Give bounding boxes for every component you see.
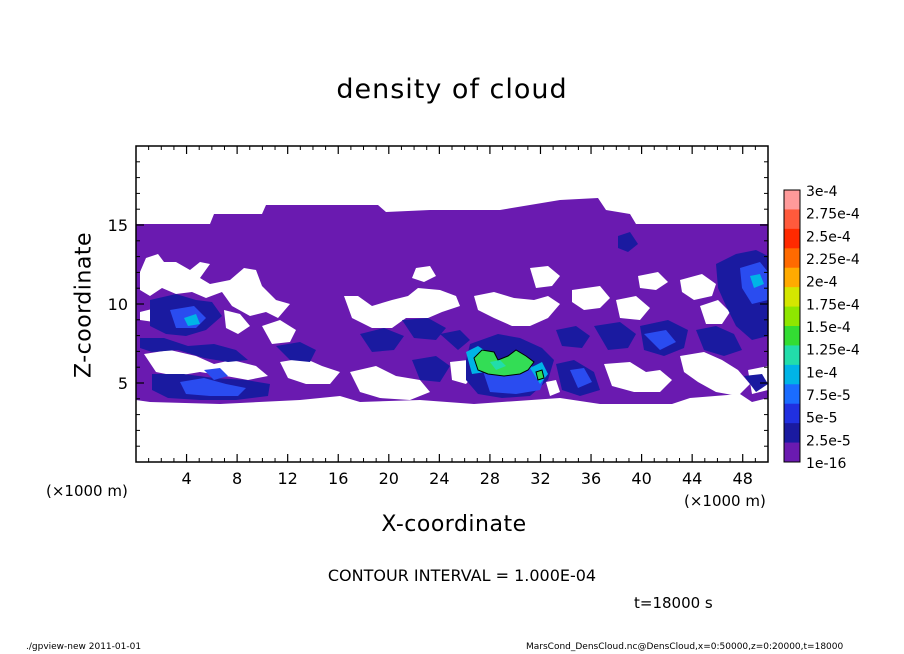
colorbar-swatch <box>784 326 800 346</box>
colorbar-swatch <box>784 306 800 327</box>
density-1.5e-4-patch <box>490 360 506 370</box>
colorbar-swatch <box>784 364 800 385</box>
x-tick-label: 32 <box>530 469 550 488</box>
colorbar-label: 2.75e-4 <box>806 207 860 223</box>
colorbar: 3e-4 2.75e-4 2.5e-4 2.25e-4 2e-4 1.75e-4 1.5e-… <box>783 184 860 472</box>
contour-interval-note: CONTOUR INTERVAL = 1.000E-04 <box>327 566 597 585</box>
cloud-density-field <box>136 198 768 404</box>
colorbar-label: 2e-4 <box>806 275 838 291</box>
colorbar-frame <box>783 189 801 463</box>
x-tick-label: 12 <box>278 469 298 488</box>
density-1.25e-4-core <box>473 349 535 377</box>
x-tick-label: 48 <box>733 469 753 488</box>
colorbar-swatch <box>784 287 800 308</box>
x-axis-unit-left: (×1000 m) <box>46 482 128 500</box>
colorbar-label: 1.75e-4 <box>806 297 860 313</box>
x-axis-label: X-coordinate <box>381 512 527 537</box>
clear-air-gaps <box>140 254 768 400</box>
colorbar-swatch <box>784 384 800 405</box>
colorbar-label: 3e-4 <box>806 184 838 200</box>
colorbar-swatch <box>784 209 800 230</box>
x-tick-label: 8 <box>232 469 242 488</box>
colorbar-label: 2.25e-4 <box>806 252 860 268</box>
x-axis-unit-right: (×1000 m) <box>684 492 766 510</box>
colorbar-label: 1.5e-4 <box>806 320 851 336</box>
footer-left-text: ./gpview-new 2011-01-01 <box>26 642 142 652</box>
x-tick-label: 28 <box>480 469 500 488</box>
x-tick-label: 4 <box>181 469 191 488</box>
time-note: t=18000 s <box>634 594 713 612</box>
colorbar-swatch <box>784 248 800 269</box>
colorbar-label: 1e-4 <box>806 365 838 381</box>
colorbar-swatch <box>784 228 800 249</box>
y-tick-label: 10 <box>108 295 128 314</box>
colorbar-label: 2.5e-4 <box>806 229 851 245</box>
y-axis-label: Z-coordinate <box>71 232 97 378</box>
colorbar-label: 5e-5 <box>806 411 837 427</box>
x-tick-label: 24 <box>429 469 449 488</box>
colorbar-swatch <box>784 267 800 288</box>
x-tick-label: 20 <box>379 469 399 488</box>
x-tick-label: 16 <box>328 469 348 488</box>
colorbar-label: 2.5e-5 <box>806 433 851 449</box>
y-axis-ticks: 5 10 15 <box>108 161 768 447</box>
footer-right-text: MarsCond_DensCloud.nc@DensCloud,x=0:5000… <box>526 642 844 652</box>
y-tick-label: 15 <box>108 216 128 235</box>
colorbar-swatch <box>784 190 800 210</box>
x-tick-label: 36 <box>581 469 601 488</box>
x-tick-label: 44 <box>682 469 702 488</box>
colorbar-swatch <box>784 442 800 463</box>
colorbar-label: 7.5e-5 <box>806 388 851 404</box>
y-tick-label: 5 <box>118 374 128 393</box>
colorbar-swatch <box>784 345 800 366</box>
x-axis-ticks: 4 8 12 16 20 24 28 32 36 40 44 48 <box>148 146 756 488</box>
chart-title: density of cloud <box>336 74 568 105</box>
colorbar-label: 1.25e-4 <box>806 343 860 359</box>
colorbar-label: 1e-16 <box>806 456 846 472</box>
colorbar-swatch <box>784 423 800 444</box>
colorbar-swatch <box>784 403 800 424</box>
density-small-contour <box>535 369 545 381</box>
x-tick-label: 40 <box>631 469 651 488</box>
